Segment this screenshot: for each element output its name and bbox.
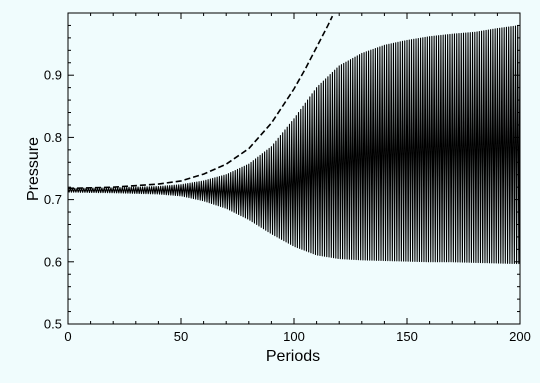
x-axis-title: Periods <box>266 348 320 365</box>
y-tick-label: 0.9 <box>44 68 62 83</box>
x-tick-label: 50 <box>174 329 188 344</box>
y-axis-title: Pressure <box>25 137 42 201</box>
y-tick-label: 0.5 <box>44 317 62 332</box>
y-tick-label: 0.6 <box>44 254 62 269</box>
series-dashed-growth-line <box>68 15 334 190</box>
x-tick-label: 0 <box>64 329 71 344</box>
series-layer <box>68 15 520 265</box>
x-tick-label: 150 <box>396 329 418 344</box>
series-oscillation-line <box>68 25 520 265</box>
y-tick-label: 0.7 <box>44 192 62 207</box>
x-tick-label: 200 <box>509 329 531 344</box>
axes-layer: 0 50 100 150 200 0.5 0.6 0.7 0.8 0.9 <box>44 12 531 344</box>
x-tick-label: 100 <box>283 329 305 344</box>
y-tick-label: 0.8 <box>44 130 62 145</box>
